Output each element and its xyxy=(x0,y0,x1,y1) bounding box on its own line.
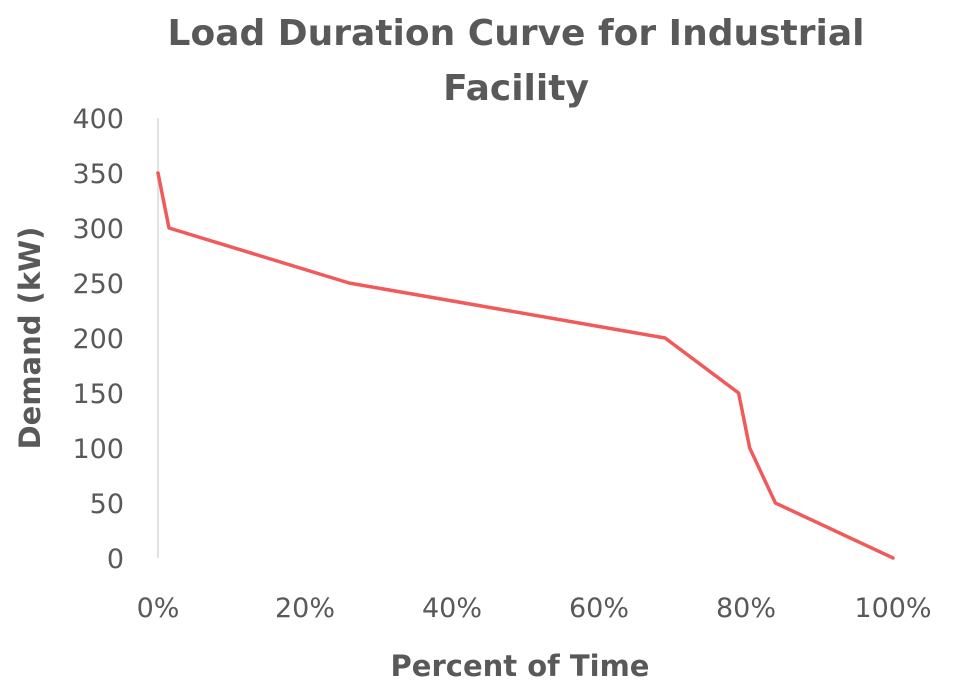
x-axis-title: Percent of Time xyxy=(391,649,650,683)
series-line-0 xyxy=(156,171,895,560)
y-tick-label: 300 xyxy=(72,214,124,245)
y-tick-label: 50 xyxy=(90,489,124,520)
y-tick-label: 400 xyxy=(72,104,124,135)
x-tick-label: 80% xyxy=(716,593,776,624)
y-tick-label: 350 xyxy=(72,159,124,190)
x-tick-labels: 0% 20% 40% 60% 80% 100% xyxy=(137,593,932,624)
y-axis-title: Demand (kW) xyxy=(13,227,47,450)
y-tick-label: 250 xyxy=(72,269,124,300)
x-tick-label: 100% xyxy=(854,593,931,624)
y-tick-labels: 400 350 300 250 200 150 100 50 0 xyxy=(72,104,124,575)
chart-title-line-2: Facility xyxy=(443,68,589,109)
y-tick-label: 150 xyxy=(72,379,124,410)
x-tick-label: 20% xyxy=(275,593,335,624)
x-tick-label: 0% xyxy=(137,593,180,624)
y-tick-label: 0 xyxy=(107,544,124,575)
series-layer xyxy=(156,171,895,560)
y-tick-label: 100 xyxy=(72,434,124,465)
chart-title-line-1: Load Duration Curve for Industrial xyxy=(168,13,865,54)
y-tick-label: 200 xyxy=(72,324,124,355)
x-tick-label: 60% xyxy=(569,593,629,624)
x-tick-label: 40% xyxy=(422,593,482,624)
